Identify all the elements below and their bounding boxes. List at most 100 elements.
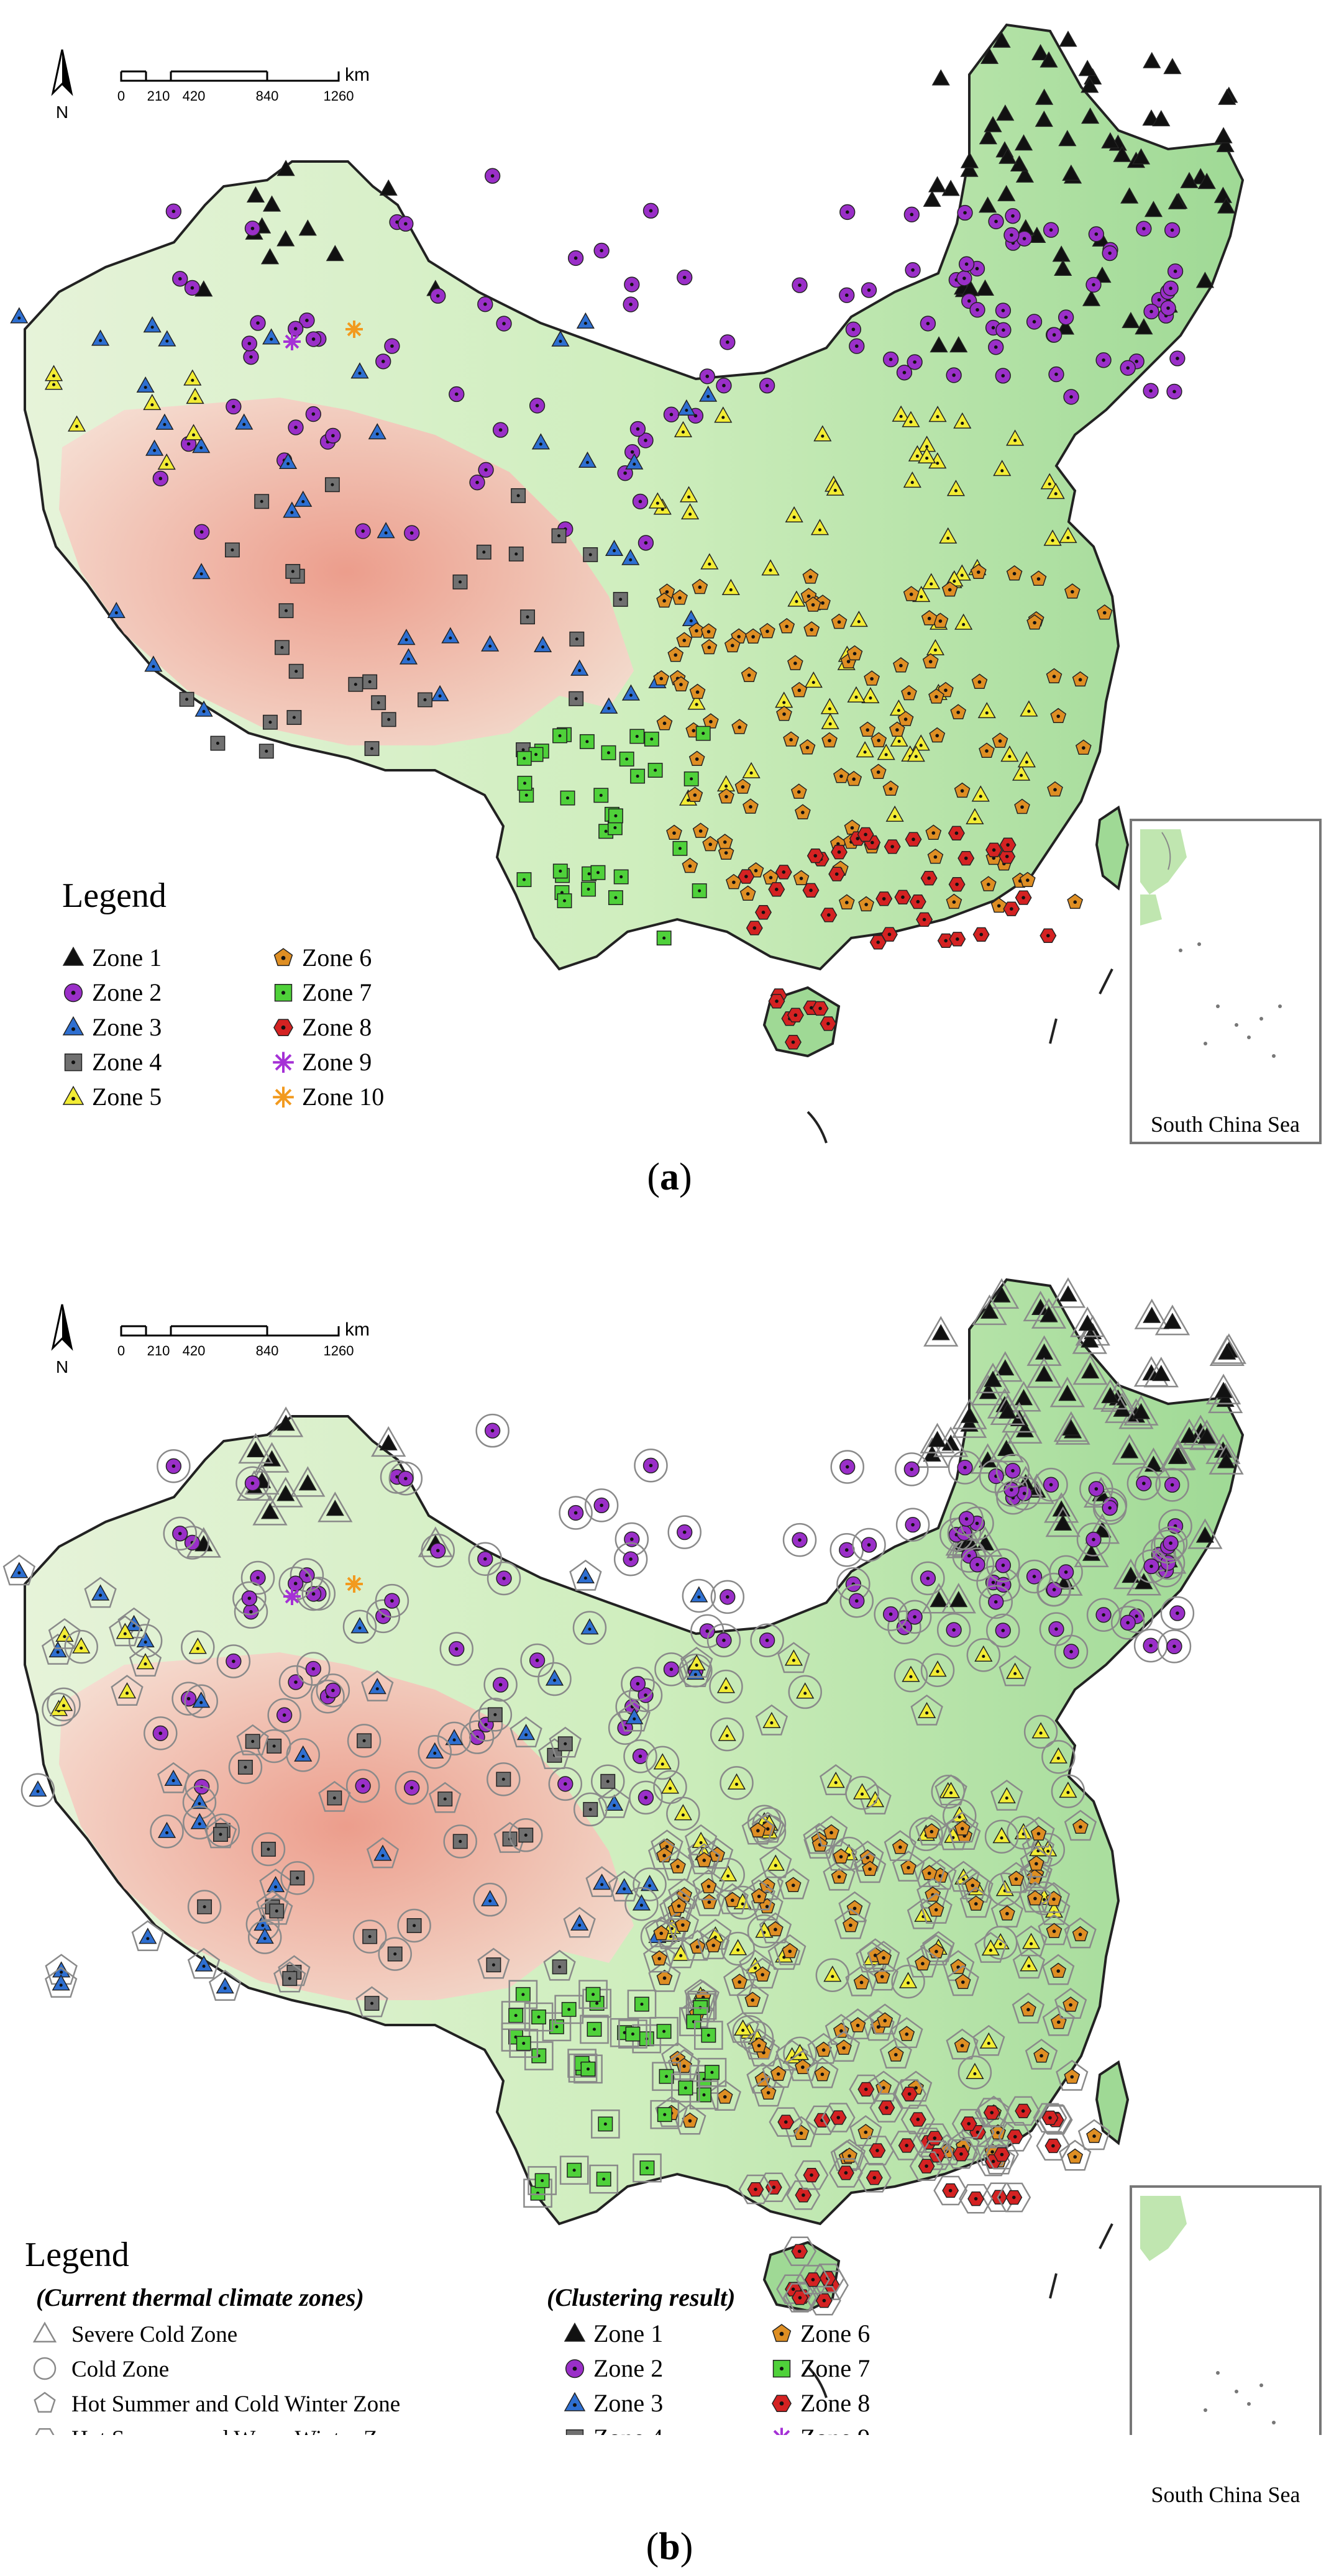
station-marker [379,179,398,196]
station-marker [1000,745,1019,762]
station-marker [373,1844,392,1861]
station-marker [882,1606,899,1623]
station-marker [674,1804,692,1821]
caption-a: (a) [647,1156,692,1198]
legend-outline-symbol [34,2392,56,2413]
station-marker [244,221,261,237]
station-marker [364,1996,380,2011]
station-marker [1169,1605,1186,1621]
station-marker [1085,276,1102,293]
station-marker [1014,1389,1033,1406]
station-marker [625,2026,641,2042]
station-marker [516,2036,531,2051]
station-marker [557,1736,573,1752]
station-marker [68,415,86,432]
station-marker [570,659,589,676]
station-marker [164,1769,183,1786]
station-marker [1059,527,1077,544]
station-marker [1213,186,1232,203]
station-marker [590,865,606,880]
station-marker [1136,1475,1152,1491]
station-marker [245,1734,260,1749]
station-marker [487,1707,503,1723]
station-marker [734,2019,752,2036]
station-marker [1046,668,1063,684]
station-marker [907,1609,923,1625]
station-marker [999,1402,1017,1419]
station-marker [792,277,808,293]
station-marker [1078,60,1097,76]
station-marker [724,637,741,653]
inset-label-b: South China Sea [1151,2482,1300,2507]
station-marker [759,1632,775,1649]
station-marker [517,775,532,791]
station-marker [534,635,552,652]
station-marker [260,248,280,265]
station-marker [430,1542,446,1559]
station-marker [1059,30,1077,47]
station-marker [1035,111,1053,127]
station-marker [1063,1996,1079,2012]
station-marker [601,745,616,760]
station-marker [1056,318,1075,335]
station-marker [387,1946,403,1962]
station-marker [1008,1870,1025,1886]
station-marker [663,1661,680,1677]
station-marker [1143,52,1161,68]
station-marker [960,160,979,177]
station-marker [1052,245,1071,262]
station-marker [552,1959,567,1975]
station-marker [615,1878,634,1895]
map-b-canvas: N 0 210 420 840 1260 km Legend (Current … [2,1277,1322,2435]
station-marker [996,104,1015,121]
station-marker [718,788,734,804]
station-marker [371,695,386,711]
station-marker [767,1921,784,1937]
station-marker [260,1503,280,1519]
station-marker [999,849,1016,864]
station-marker [1028,1855,1044,1871]
station-marker [192,1691,211,1708]
station-marker [276,1707,293,1723]
station-marker [759,622,775,639]
station-marker [923,190,941,207]
station-marker [1043,222,1059,238]
station-marker [593,1873,611,1890]
station-marker [1164,1477,1181,1493]
map-panel-b: N 0 210 420 840 1260 km Legend (Current … [0,1255,1339,2435]
station-marker [785,1035,802,1050]
station-marker [1058,1564,1074,1580]
station-marker [605,539,624,557]
station-marker [849,2017,866,2032]
scale-tick-1260: 1260 [324,88,354,104]
station-marker [857,2082,875,2097]
station-marker [871,732,887,747]
station-marker [689,683,706,699]
station-marker [567,250,584,266]
station-marker [839,287,855,303]
station-marker [1078,1314,1097,1331]
station-marker [1006,1662,1025,1679]
station-marker [700,553,719,570]
station-marker [530,2185,546,2201]
station-marker [243,349,259,365]
station-marker [305,331,322,347]
station-marker [949,336,968,353]
station-marker [741,667,757,682]
station-marker [1067,2148,1084,2164]
station-marker [948,877,966,892]
station-marker [701,639,718,655]
station-marker [1096,604,1113,620]
station-marker [751,2037,767,2053]
station-marker [263,195,281,212]
station-marker [551,330,570,347]
station-marker [866,2170,883,2185]
station-marker [638,432,654,448]
station-marker [686,1663,705,1680]
station-marker [283,501,301,518]
station-marker [1043,1477,1059,1493]
station-marker [136,376,155,393]
station-marker [946,893,962,909]
station-marker [889,699,908,716]
station-marker [647,763,663,778]
